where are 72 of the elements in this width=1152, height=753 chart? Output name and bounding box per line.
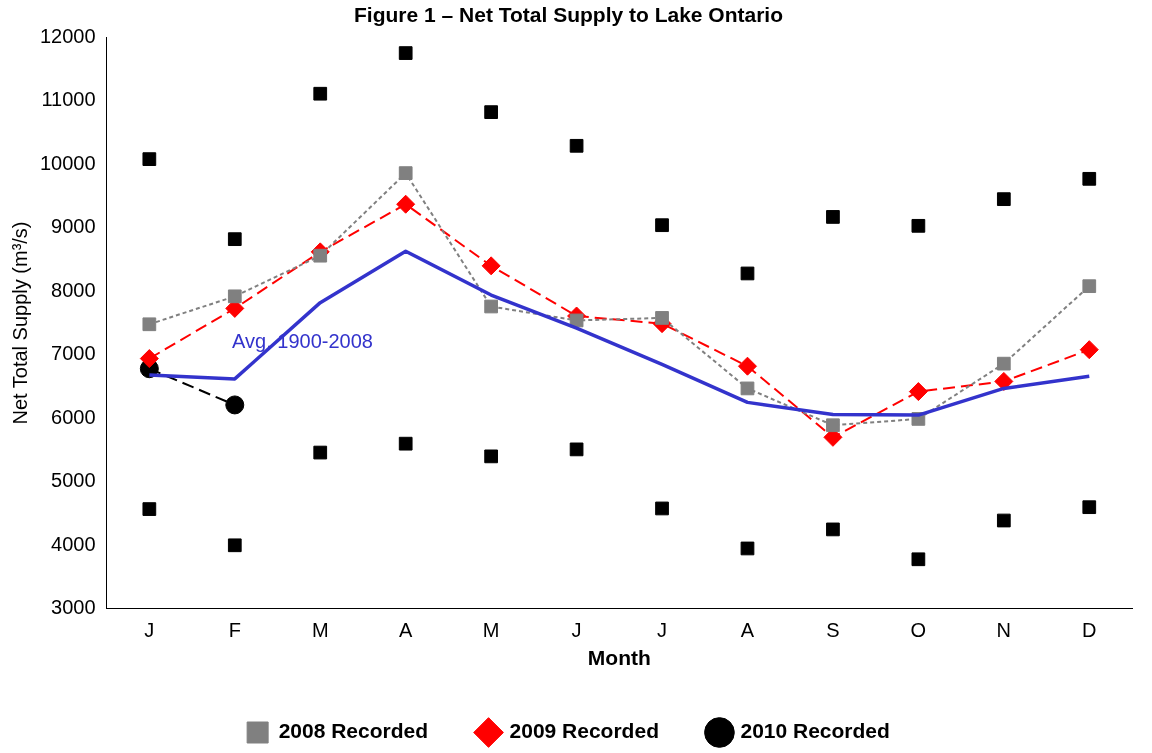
x-tick-label: S	[826, 619, 840, 642]
point	[911, 218, 926, 233]
point	[826, 418, 840, 433]
point	[740, 541, 755, 556]
y-tick-label: 4000	[51, 532, 96, 555]
point	[481, 256, 501, 276]
y-tick-label: 8000	[51, 278, 96, 301]
legend-label: 2008 Recorded	[278, 719, 429, 743]
point	[1082, 500, 1097, 515]
point	[139, 349, 159, 369]
point	[569, 138, 584, 153]
y-tick-label: 7000	[51, 342, 96, 365]
point	[142, 152, 157, 167]
point	[227, 289, 242, 304]
series-label: Avg. 1900-2008	[232, 330, 373, 353]
point	[142, 317, 157, 332]
point	[484, 449, 498, 464]
point	[994, 371, 1014, 391]
x-tick-label: O	[910, 619, 927, 642]
x-tick-label: M	[482, 619, 500, 642]
point	[225, 395, 245, 415]
point	[737, 356, 757, 376]
point	[484, 299, 498, 314]
y-tick-label: 9000	[51, 215, 96, 238]
point	[398, 436, 413, 451]
point	[142, 502, 157, 516]
point	[911, 552, 926, 567]
x-axis-title: Month	[587, 646, 651, 670]
y-tick-label: 11000	[41, 88, 96, 111]
point	[396, 194, 416, 214]
point	[908, 382, 928, 402]
point	[484, 105, 498, 120]
x-tick-label: M	[311, 619, 329, 642]
point	[1079, 340, 1099, 360]
point	[398, 46, 413, 60]
point	[996, 192, 1011, 207]
point	[569, 442, 584, 457]
point	[996, 513, 1011, 528]
x-tick-label: F	[228, 619, 241, 642]
y-tick-label: 3000	[51, 596, 96, 619]
point	[655, 218, 669, 233]
point	[740, 266, 755, 281]
x-tick-label: N	[996, 619, 1012, 642]
x-tick-label: D	[1082, 619, 1097, 642]
point	[826, 210, 840, 224]
point	[313, 445, 328, 460]
point	[655, 501, 669, 516]
point	[398, 166, 413, 180]
legend-label: 2009 Recorded	[509, 719, 659, 743]
point	[655, 311, 669, 325]
x-tick-label: A	[399, 619, 414, 642]
x-tick-label: J	[657, 619, 668, 642]
point	[996, 356, 1011, 371]
y-axis-title: Net Total Supply (m³/s)	[8, 221, 31, 425]
legend-label: 2010 Recorded	[740, 719, 890, 743]
point	[227, 232, 242, 247]
point	[313, 248, 328, 263]
point	[1082, 171, 1097, 186]
x-tick-label: J	[144, 619, 155, 642]
x-tick-label: A	[740, 619, 755, 642]
y-tick-label: 12000	[39, 24, 96, 47]
point	[826, 522, 840, 537]
point	[569, 313, 584, 328]
point	[227, 538, 242, 553]
chart-title: Figure 1 – Net Total Supply to Lake Ontario	[353, 3, 784, 27]
x-tick-label: J	[571, 619, 582, 642]
y-tick-label: 6000	[51, 405, 96, 428]
point	[313, 86, 328, 101]
y-tick-label: 10000	[39, 151, 96, 174]
point	[740, 381, 755, 396]
y-tick-label: 5000	[51, 469, 96, 492]
point	[1082, 279, 1097, 294]
